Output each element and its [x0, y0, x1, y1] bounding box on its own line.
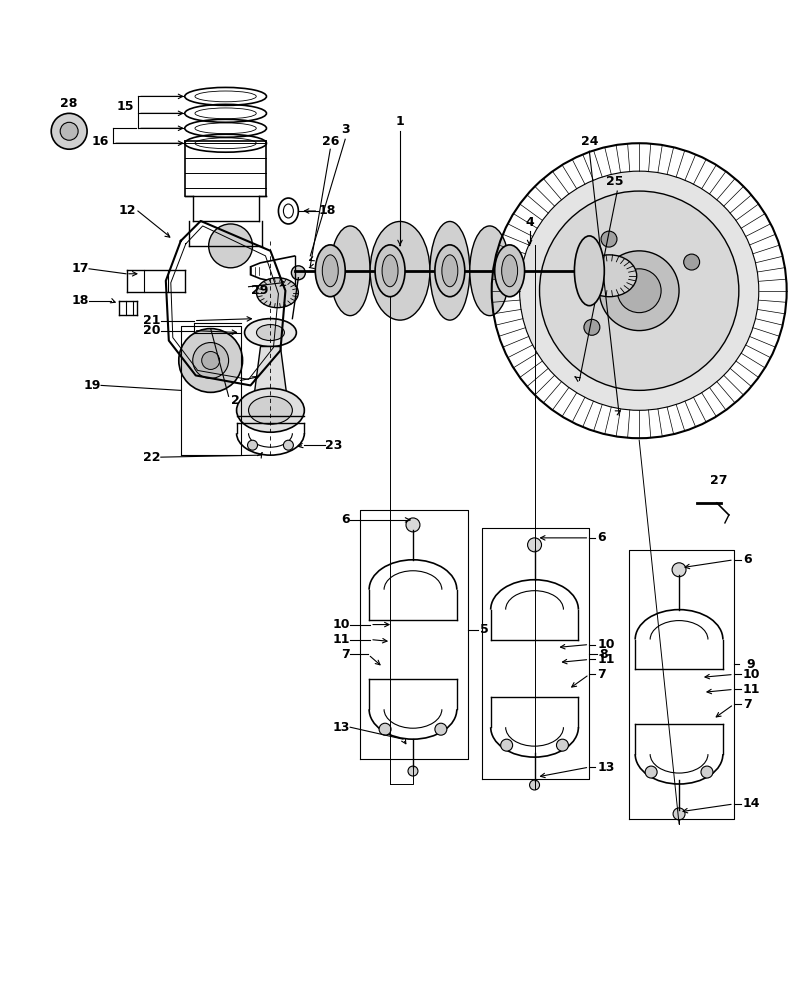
- Text: 22: 22: [143, 451, 161, 464]
- Circle shape: [284, 440, 293, 450]
- Text: 7: 7: [743, 698, 751, 711]
- Circle shape: [501, 739, 512, 751]
- Ellipse shape: [370, 221, 430, 320]
- Text: 13: 13: [333, 721, 350, 734]
- Ellipse shape: [469, 226, 510, 316]
- Text: 10: 10: [597, 638, 615, 651]
- Text: 10: 10: [743, 668, 760, 681]
- Circle shape: [60, 122, 78, 140]
- Circle shape: [179, 329, 242, 392]
- Circle shape: [584, 319, 600, 335]
- Circle shape: [540, 191, 739, 390]
- Text: 29: 29: [250, 284, 268, 297]
- Text: 13: 13: [597, 761, 615, 774]
- Circle shape: [617, 269, 661, 313]
- Text: 21: 21: [143, 314, 161, 327]
- Ellipse shape: [256, 278, 298, 308]
- Text: 28: 28: [61, 97, 78, 110]
- Circle shape: [520, 171, 759, 410]
- Polygon shape: [255, 347, 286, 392]
- Circle shape: [406, 518, 420, 532]
- Text: 5: 5: [480, 623, 489, 636]
- Text: 1: 1: [396, 115, 404, 128]
- Text: 23: 23: [326, 439, 343, 452]
- Text: 2: 2: [230, 394, 239, 407]
- Circle shape: [684, 254, 700, 270]
- Circle shape: [292, 266, 305, 280]
- Text: 27: 27: [710, 474, 728, 487]
- Text: 12: 12: [119, 204, 136, 217]
- Circle shape: [529, 780, 540, 790]
- Text: 14: 14: [743, 797, 760, 810]
- Text: 18: 18: [72, 294, 89, 307]
- Ellipse shape: [574, 236, 604, 306]
- Circle shape: [247, 440, 258, 450]
- Text: 25: 25: [605, 175, 623, 188]
- Ellipse shape: [582, 255, 637, 297]
- Text: 10: 10: [333, 618, 350, 631]
- Ellipse shape: [430, 221, 469, 320]
- Text: 16: 16: [91, 135, 109, 148]
- Ellipse shape: [322, 255, 339, 287]
- Text: 6: 6: [597, 531, 606, 544]
- Ellipse shape: [245, 319, 297, 347]
- Text: 9: 9: [747, 658, 755, 671]
- Circle shape: [379, 723, 391, 735]
- Circle shape: [645, 766, 657, 778]
- Text: 19: 19: [84, 379, 101, 392]
- Ellipse shape: [249, 396, 292, 424]
- Ellipse shape: [494, 245, 524, 297]
- Ellipse shape: [375, 245, 405, 297]
- Ellipse shape: [315, 245, 345, 297]
- Text: 11: 11: [333, 633, 350, 646]
- Ellipse shape: [256, 325, 284, 341]
- Ellipse shape: [502, 255, 518, 287]
- Circle shape: [672, 563, 686, 577]
- Ellipse shape: [237, 388, 305, 432]
- Text: 6: 6: [743, 553, 751, 566]
- Circle shape: [528, 538, 541, 552]
- Text: 11: 11: [743, 683, 760, 696]
- Text: 20: 20: [143, 324, 161, 337]
- Ellipse shape: [382, 255, 398, 287]
- Circle shape: [435, 723, 447, 735]
- Text: 3: 3: [341, 123, 350, 136]
- Text: 18: 18: [318, 204, 335, 217]
- Text: 7: 7: [342, 648, 350, 661]
- Circle shape: [673, 808, 685, 820]
- Circle shape: [557, 739, 569, 751]
- Circle shape: [193, 343, 229, 378]
- Text: 11: 11: [597, 653, 615, 666]
- Text: 6: 6: [342, 513, 350, 526]
- Circle shape: [701, 766, 713, 778]
- Text: 17: 17: [72, 262, 89, 275]
- Circle shape: [601, 231, 617, 247]
- Text: 15: 15: [116, 100, 134, 113]
- Circle shape: [208, 224, 253, 268]
- Text: 7: 7: [597, 668, 606, 681]
- Circle shape: [600, 251, 679, 331]
- Text: 4: 4: [525, 216, 534, 229]
- Text: 8: 8: [600, 648, 608, 661]
- Circle shape: [51, 113, 87, 149]
- Text: 26: 26: [322, 135, 339, 148]
- Circle shape: [408, 766, 418, 776]
- Text: 24: 24: [581, 135, 598, 148]
- Ellipse shape: [435, 245, 465, 297]
- Circle shape: [202, 352, 220, 369]
- Ellipse shape: [442, 255, 458, 287]
- Ellipse shape: [330, 226, 370, 316]
